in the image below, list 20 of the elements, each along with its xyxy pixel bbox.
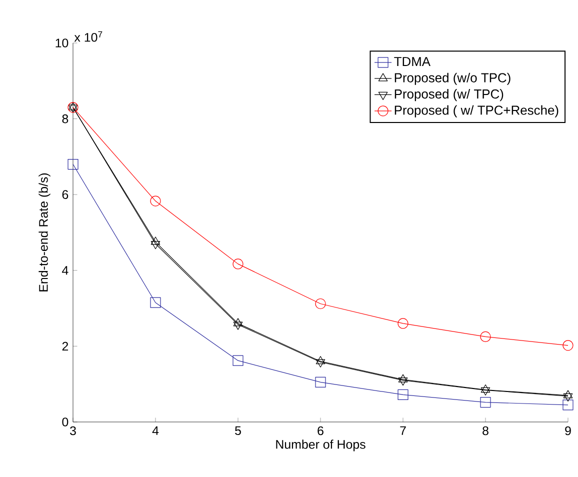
x-axis-title: Number of Hops bbox=[276, 440, 366, 452]
x-tick-label: 4 bbox=[152, 426, 159, 435]
y-tick-label: 4 bbox=[62, 266, 68, 275]
y-tick-label: 0 bbox=[62, 418, 68, 426]
x-tick-label: 9 bbox=[565, 426, 571, 436]
y-tick-label: 10 bbox=[56, 38, 68, 48]
x-tick-label: 6 bbox=[318, 426, 324, 436]
y-tick-label: 8 bbox=[62, 114, 68, 124]
x-tick-label: 5 bbox=[235, 426, 241, 436]
legend-label: Proposed (w/ TPC) bbox=[394, 89, 504, 102]
legend-label: Proposed ( w/ TPC+Resche) bbox=[394, 105, 558, 118]
x-tick-label: 7 bbox=[400, 426, 406, 435]
y-tick-label: 2 bbox=[62, 342, 68, 351]
y-axis-title: End-to-end Rate (b/s) bbox=[38, 173, 50, 292]
text: x 10$^{7}$ bbox=[74, 31, 102, 42]
legend-label: Proposed (w/o TPC) bbox=[394, 72, 510, 85]
x-tick-label: 8 bbox=[482, 426, 488, 436]
legend-label: TDMA bbox=[394, 57, 430, 66]
x-tick-label: 3 bbox=[70, 426, 76, 436]
y-tick-label: 6 bbox=[62, 190, 68, 199]
